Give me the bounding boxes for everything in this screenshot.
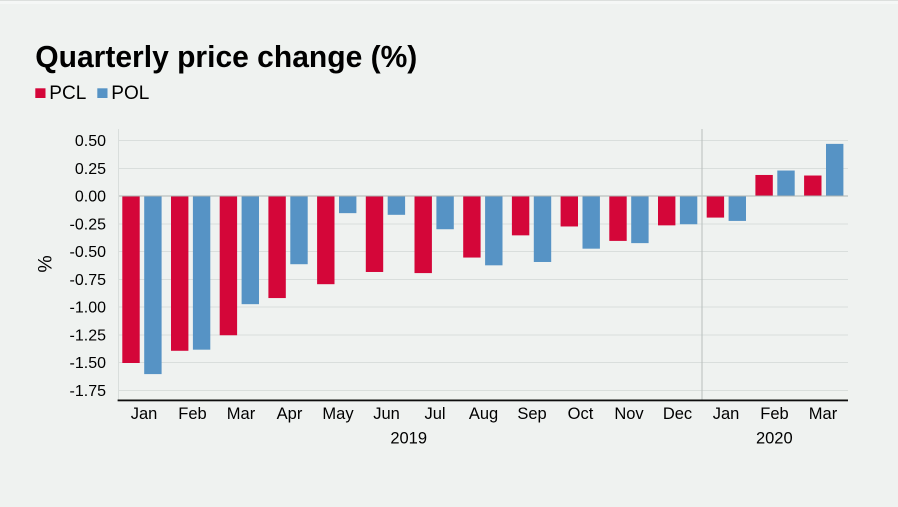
svg-text:Dec: Dec: [663, 405, 692, 423]
svg-text:2019: 2019: [390, 430, 427, 448]
svg-text:Aug: Aug: [469, 405, 498, 423]
svg-text:Apr: Apr: [277, 405, 303, 423]
svg-text:-1.00: -1.00: [70, 300, 107, 317]
svg-text:Jun: Jun: [373, 405, 400, 423]
svg-text:-1.25: -1.25: [70, 327, 107, 344]
svg-text:POL: POL: [111, 83, 149, 104]
svg-text:Jul: Jul: [424, 405, 445, 423]
svg-text:Oct: Oct: [568, 405, 594, 423]
svg-text:0.25: 0.25: [75, 161, 106, 178]
svg-text:Nov: Nov: [614, 405, 644, 423]
svg-text:-0.50: -0.50: [70, 244, 107, 261]
svg-text:Feb: Feb: [760, 405, 788, 423]
svg-text:PCL: PCL: [49, 83, 86, 104]
svg-text:0.50: 0.50: [75, 133, 106, 150]
svg-text:Sep: Sep: [517, 405, 546, 423]
svg-text:Feb: Feb: [178, 405, 206, 423]
svg-text:Jan: Jan: [131, 405, 158, 423]
svg-text:-1.50: -1.50: [70, 355, 107, 372]
svg-text:May: May: [322, 405, 354, 423]
svg-text:-0.75: -0.75: [70, 272, 107, 289]
svg-text:-0.25: -0.25: [70, 216, 107, 233]
svg-text:Jan: Jan: [713, 405, 740, 423]
svg-text:Quarterly price change (%): Quarterly price change (%): [35, 39, 417, 74]
svg-text:-1.75: -1.75: [70, 383, 107, 400]
svg-text:2020: 2020: [756, 430, 793, 448]
svg-text:Mar: Mar: [809, 405, 838, 423]
svg-text:%: %: [35, 255, 57, 272]
svg-text:Mar: Mar: [227, 405, 256, 423]
svg-text:0.00: 0.00: [75, 189, 106, 206]
